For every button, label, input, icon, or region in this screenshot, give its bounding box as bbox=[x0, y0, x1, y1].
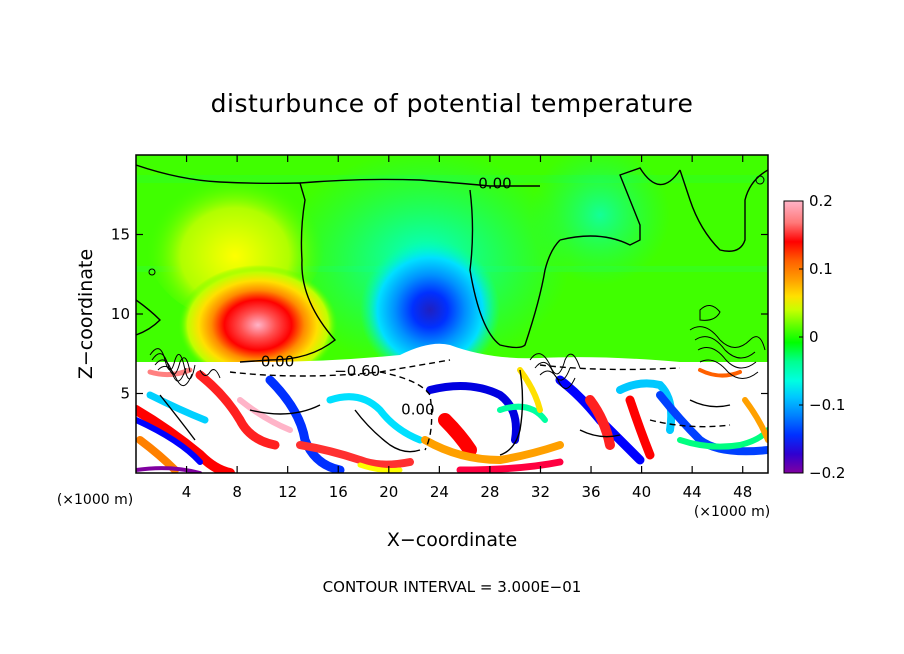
x-tick-label: 44 bbox=[683, 483, 702, 501]
contour-interval-note: CONTOUR INTERVAL = 3.000E−01 bbox=[323, 578, 582, 596]
chart-title: disturbunce of potential temperature bbox=[211, 89, 694, 118]
x-unit-right: (×1000 m) bbox=[694, 504, 770, 520]
colorbar-tick-label: 0 bbox=[809, 328, 819, 346]
x-axis-label: X−coordinate bbox=[387, 529, 517, 551]
colorbar-tick-label: −0.1 bbox=[809, 396, 845, 414]
colorbar-ticks: 0.2 0.1 0 −0.1 −0.2 bbox=[799, 192, 845, 482]
colorbar-tick-label: 0.1 bbox=[809, 260, 833, 278]
contour-label: 0.00 bbox=[401, 400, 434, 418]
x-tick-label: 32 bbox=[531, 483, 550, 501]
contour-label: −0.60 bbox=[334, 362, 380, 380]
x-tick-label: 48 bbox=[733, 483, 752, 501]
y-axis-label: Z−coordinate bbox=[75, 249, 97, 379]
colorbar-tick-label: 0.2 bbox=[809, 192, 833, 210]
x-tick-label: 12 bbox=[278, 483, 297, 501]
x-tick-label: 24 bbox=[430, 483, 449, 501]
colorbar: 0.2 0.1 0 −0.1 −0.2 bbox=[783, 192, 845, 482]
contour-labels: 0.00 0.00 −0.60 0.00 bbox=[261, 175, 512, 419]
x-tick-label: 16 bbox=[329, 483, 348, 501]
x-tick-label: 4 bbox=[182, 483, 192, 501]
y-tick-label: 5 bbox=[120, 385, 130, 403]
x-axis-ticks: 4 8 12 16 20 24 28 32 36 40 44 48 bbox=[182, 155, 752, 501]
contour-label: 0.00 bbox=[478, 175, 511, 193]
y-axis-ticks: 5 10 15 bbox=[111, 226, 768, 403]
plot-field bbox=[136, 155, 768, 473]
y-tick-label: 15 bbox=[111, 226, 130, 244]
x-unit-left: (×1000 m) bbox=[57, 492, 133, 508]
y-tick-label: 10 bbox=[111, 305, 130, 323]
contour-label: 0.00 bbox=[261, 353, 294, 371]
x-tick-label: 8 bbox=[232, 483, 242, 501]
x-tick-label: 20 bbox=[379, 483, 398, 501]
x-tick-label: 40 bbox=[632, 483, 651, 501]
x-tick-label: 28 bbox=[480, 483, 499, 501]
colorbar-tick-label: −0.2 bbox=[809, 464, 845, 482]
x-tick-label: 36 bbox=[581, 483, 600, 501]
